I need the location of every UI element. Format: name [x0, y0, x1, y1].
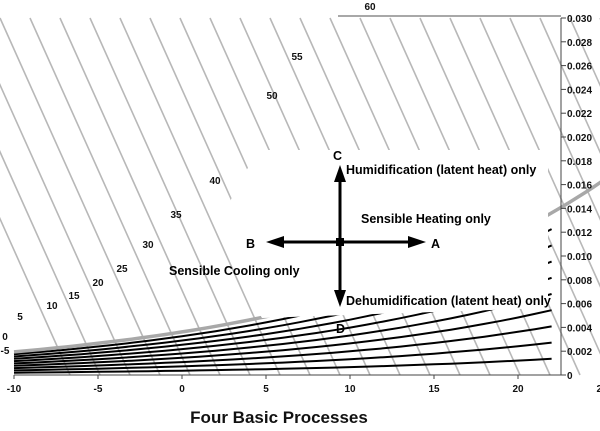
saturation-label: 60: [364, 2, 376, 13]
y-tick-label: 0: [567, 371, 573, 382]
grid-line: [29, 17, 191, 376]
x-axis-ticks: -10-50510152025303540455055: [7, 375, 600, 395]
arrow-right-head: [408, 236, 426, 248]
grid-line: [0, 149, 101, 376]
y-tick-label: 0.026: [567, 62, 592, 73]
y-tick-label: 0.010: [567, 252, 592, 263]
label-humidification: Humidification (latent heat) only: [346, 163, 536, 177]
y-tick-label: 0.012: [567, 228, 592, 239]
label-point-c: C: [333, 149, 342, 163]
x-tick-label: 25: [596, 384, 600, 395]
x-tick-label: 15: [428, 384, 440, 395]
grid-line: [89, 17, 251, 376]
saturation-label: 5: [17, 312, 23, 323]
humidity-curve: [13, 341, 552, 372]
y-tick-label: 0.016: [567, 181, 592, 192]
saturation-label: 20: [92, 278, 104, 289]
y-tick-label: 0.022: [567, 109, 592, 120]
saturation-label: 50: [266, 91, 278, 102]
humidity-curve: [13, 293, 552, 365]
process-overlay: [220, 150, 548, 318]
saturation-temperature-labels: -5 05 10 15 20 25 30 35 40 50 55 60: [1, 2, 376, 357]
saturation-label: 25: [116, 264, 128, 275]
y-tick-label: 0.002: [567, 347, 592, 358]
y-axis-ticks: 0 0.002 0.004 0.006 0.008 0.010 0.012 0.014 0.01…: [561, 14, 592, 382]
grid-line: [509, 17, 600, 221]
saturation-label: -5: [1, 346, 10, 357]
y-tick-label: 0.024: [567, 85, 592, 96]
label-point-b: B: [246, 237, 255, 251]
saturation-label: 10: [46, 301, 58, 312]
grid-line: [479, 17, 600, 288]
x-tick-label: 20: [512, 384, 524, 395]
arrow-down-head: [334, 290, 346, 307]
saturation-label: 0: [2, 332, 8, 343]
grid-line: [119, 17, 281, 376]
humidity-curve: [13, 309, 552, 367]
x-tick-label: 10: [344, 384, 356, 395]
humidity-curve: [13, 325, 552, 370]
y-tick-label: 0.020: [567, 133, 592, 144]
saturation-label: 30: [142, 240, 154, 251]
grid-line: [0, 82, 131, 376]
grid-line: [569, 17, 600, 87]
process-origin-point: [336, 238, 344, 246]
grid-line: [0, 17, 161, 376]
x-tick-label: 5: [263, 384, 269, 395]
chart-caption: Four Basic Processes: [190, 408, 368, 427]
y-tick-label: 0.030: [567, 14, 592, 25]
chart-axes: [14, 18, 562, 376]
process-arrows: [266, 165, 426, 307]
grid-line: [0, 216, 71, 376]
label-point-d: D: [336, 322, 345, 336]
label-point-a: A: [431, 237, 440, 251]
grid-line: [539, 17, 600, 154]
y-tick-label: 0.006: [567, 300, 592, 311]
label-sensible-cooling: Sensible Cooling only: [169, 264, 300, 278]
x-tick-label: -5: [94, 384, 103, 395]
saturation-label: 35: [170, 210, 182, 221]
x-tick-label: 0: [179, 384, 185, 395]
y-tick-label: 0.004: [567, 323, 592, 334]
arrow-left-head: [266, 236, 284, 248]
y-tick-label: 0.018: [567, 157, 592, 168]
humidity-curve: [13, 357, 552, 374]
saturation-label: 15: [68, 291, 80, 302]
x-tick-label: -10: [7, 384, 22, 395]
y-tick-label: 0.014: [567, 204, 592, 215]
y-tick-label: 0.028: [567, 38, 592, 49]
y-tick-label: 0.008: [567, 276, 592, 287]
saturation-label: 40: [209, 176, 221, 187]
grid-line: [59, 17, 221, 376]
label-sensible-heating: Sensible Heating only: [361, 212, 491, 226]
saturation-label: 55: [291, 52, 303, 63]
label-dehumidification: Dehumidification (latent heat) only: [346, 294, 551, 308]
arrow-up-head: [334, 165, 346, 182]
